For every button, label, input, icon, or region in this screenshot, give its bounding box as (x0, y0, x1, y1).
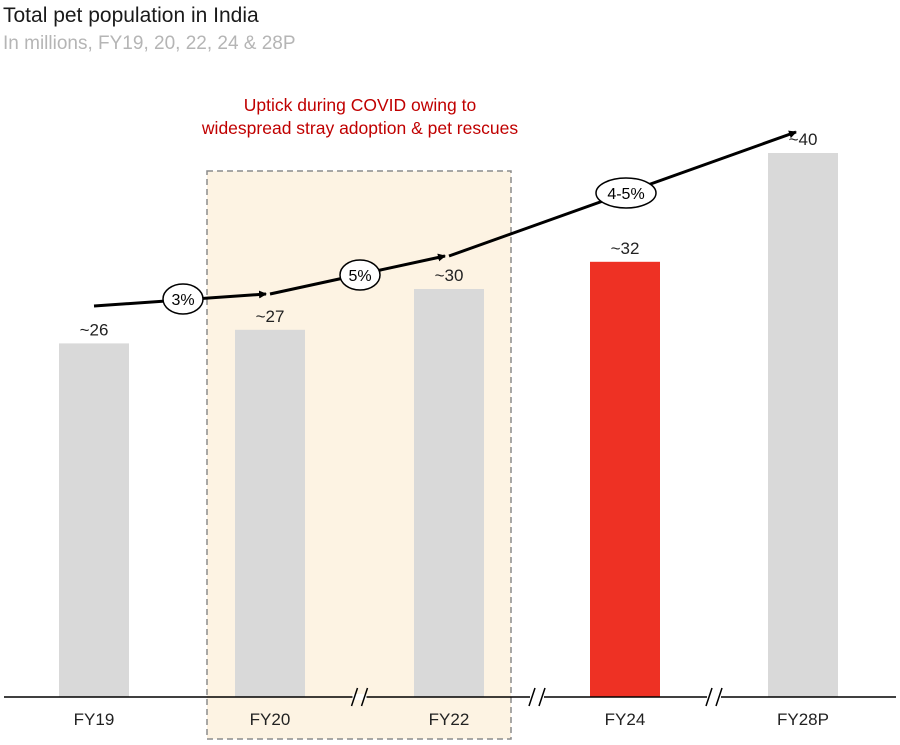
x-tick-label-fy24: FY24 (605, 710, 646, 729)
chart-title: Total pet population in India (3, 4, 259, 27)
bar-value-label-fy20: ~27 (256, 307, 285, 326)
covid-annotation: Uptick during COVID owing to widespread … (201, 95, 519, 138)
axis-break-1 (350, 687, 369, 707)
x-tick-label-fy20: FY20 (250, 710, 291, 729)
bar-fy19 (59, 343, 129, 697)
growth-badge-2: 5% (339, 259, 381, 291)
x-tick-label-fy28p: FY28P (777, 710, 829, 729)
bar-fy24 (590, 261, 660, 697)
growth-rate-label-1: 3% (171, 292, 194, 309)
bar-value-label-fy19: ~26 (80, 320, 109, 339)
bar-value-label-fy22: ~30 (435, 266, 464, 285)
chart-subtitle: In millions, FY19, 20, 22, 24 & 28P (3, 33, 296, 54)
bar-fy28p (768, 153, 838, 697)
axis-break-3 (705, 687, 723, 707)
growth-badge-3: 4-5% (595, 177, 657, 209)
axis-break-2 (528, 687, 546, 707)
bar-fy20 (235, 329, 305, 697)
growth-badge-1: 3% (162, 283, 204, 315)
bar-value-label-fy24: ~32 (611, 239, 640, 258)
bar-fy22 (414, 289, 484, 697)
growth-rate-label-2: 5% (348, 268, 371, 285)
x-tick-label-fy19: FY19 (74, 710, 115, 729)
x-tick-label-fy22: FY22 (429, 710, 470, 729)
growth-rate-label-3: 4-5% (607, 186, 644, 203)
